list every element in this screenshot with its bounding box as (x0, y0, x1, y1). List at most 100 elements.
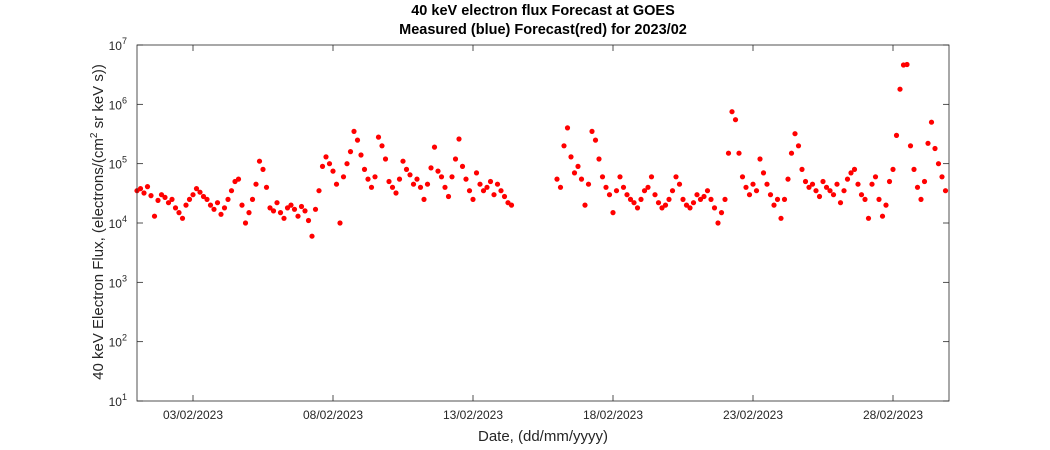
data-point (911, 166, 917, 172)
data-point (578, 176, 585, 182)
data-point (263, 184, 270, 190)
data-point (267, 205, 273, 211)
y-tick-exponent: 1 (122, 392, 127, 402)
x-tick-label: 23/02/2023 (723, 408, 783, 422)
data-point (211, 206, 217, 212)
data-point (197, 189, 203, 195)
data-point (872, 174, 879, 180)
data-point (683, 202, 690, 208)
x-tick-label: 08/02/2023 (303, 408, 363, 422)
y-tick-label: 107 (109, 36, 127, 53)
data-point (312, 206, 319, 212)
data-point (235, 176, 242, 182)
x-axis-label: Date, (dd/mm/yyyy) (478, 428, 608, 445)
data-point (508, 202, 515, 208)
data-point (137, 186, 144, 192)
data-point (753, 188, 760, 194)
data-point (151, 213, 158, 219)
data-point (666, 196, 672, 202)
data-point (701, 193, 707, 200)
data-point (466, 188, 473, 194)
data-point (260, 166, 266, 172)
data-point (473, 170, 480, 176)
data-point (190, 192, 196, 198)
data-point (781, 196, 788, 202)
data-point (718, 210, 725, 216)
data-point (274, 200, 280, 206)
data-point (645, 184, 651, 190)
data-point (344, 161, 350, 167)
chart-title: 40 keV electron flux Forecast at GOES (411, 3, 675, 19)
data-point (288, 202, 294, 208)
data-point (925, 140, 931, 146)
data-point (470, 196, 476, 202)
data-point (669, 188, 676, 194)
data-point (162, 194, 168, 200)
data-point (613, 188, 620, 194)
data-point (813, 188, 819, 194)
data-point (904, 61, 910, 68)
data-point (487, 178, 494, 185)
y-tick-label: 101 (109, 392, 127, 409)
data-point (571, 170, 578, 176)
data-point (148, 193, 154, 199)
data-point (176, 210, 182, 216)
data-point (865, 215, 872, 221)
y-tick-exponent: 2 (122, 333, 127, 343)
data-point (557, 184, 564, 190)
data-point (792, 131, 798, 137)
y-axis-label-end: sr keV s)) (90, 64, 107, 132)
y-tick-base: 10 (109, 276, 123, 290)
data-point (704, 188, 711, 194)
data-point (897, 86, 903, 92)
data-point (624, 192, 630, 198)
data-point (375, 134, 382, 140)
data-point (393, 190, 399, 196)
data-point (652, 192, 658, 198)
data-point (844, 176, 851, 182)
data-point (186, 196, 193, 202)
y-tick-base: 10 (109, 395, 123, 409)
data-point (417, 184, 424, 190)
data-point (431, 144, 438, 150)
data-point (358, 152, 364, 158)
data-point (708, 196, 714, 202)
data-point (918, 196, 924, 202)
data-point (585, 181, 592, 187)
data-point (837, 200, 844, 206)
data-point (228, 188, 235, 194)
data-point (921, 178, 928, 185)
data-point (746, 192, 753, 198)
data-point (732, 117, 739, 123)
data-point (596, 156, 602, 162)
data-point (298, 203, 305, 210)
y-tick-base: 10 (109, 336, 123, 350)
data-point (449, 174, 455, 180)
data-point (736, 150, 742, 156)
data-point (438, 174, 445, 180)
data-point (242, 220, 249, 226)
data-point (141, 190, 147, 196)
data-point (830, 192, 837, 198)
data-point (421, 196, 427, 202)
data-point (680, 196, 686, 202)
y-tick-label: 105 (109, 155, 127, 172)
data-point (722, 196, 728, 202)
data-point (795, 143, 802, 149)
data-point (435, 168, 441, 174)
data-point (400, 158, 406, 164)
data-point (883, 202, 889, 208)
data-point (428, 165, 434, 171)
data-point (158, 192, 165, 198)
data-point (302, 208, 308, 214)
data-point (655, 200, 662, 206)
data-point (354, 137, 361, 143)
data-point (764, 181, 770, 187)
data-point (939, 174, 945, 180)
data-point (673, 174, 679, 180)
data-point (484, 184, 490, 190)
data-point (876, 196, 882, 202)
data-point (424, 181, 431, 187)
data-point (165, 200, 172, 206)
data-points-layer (134, 61, 949, 239)
